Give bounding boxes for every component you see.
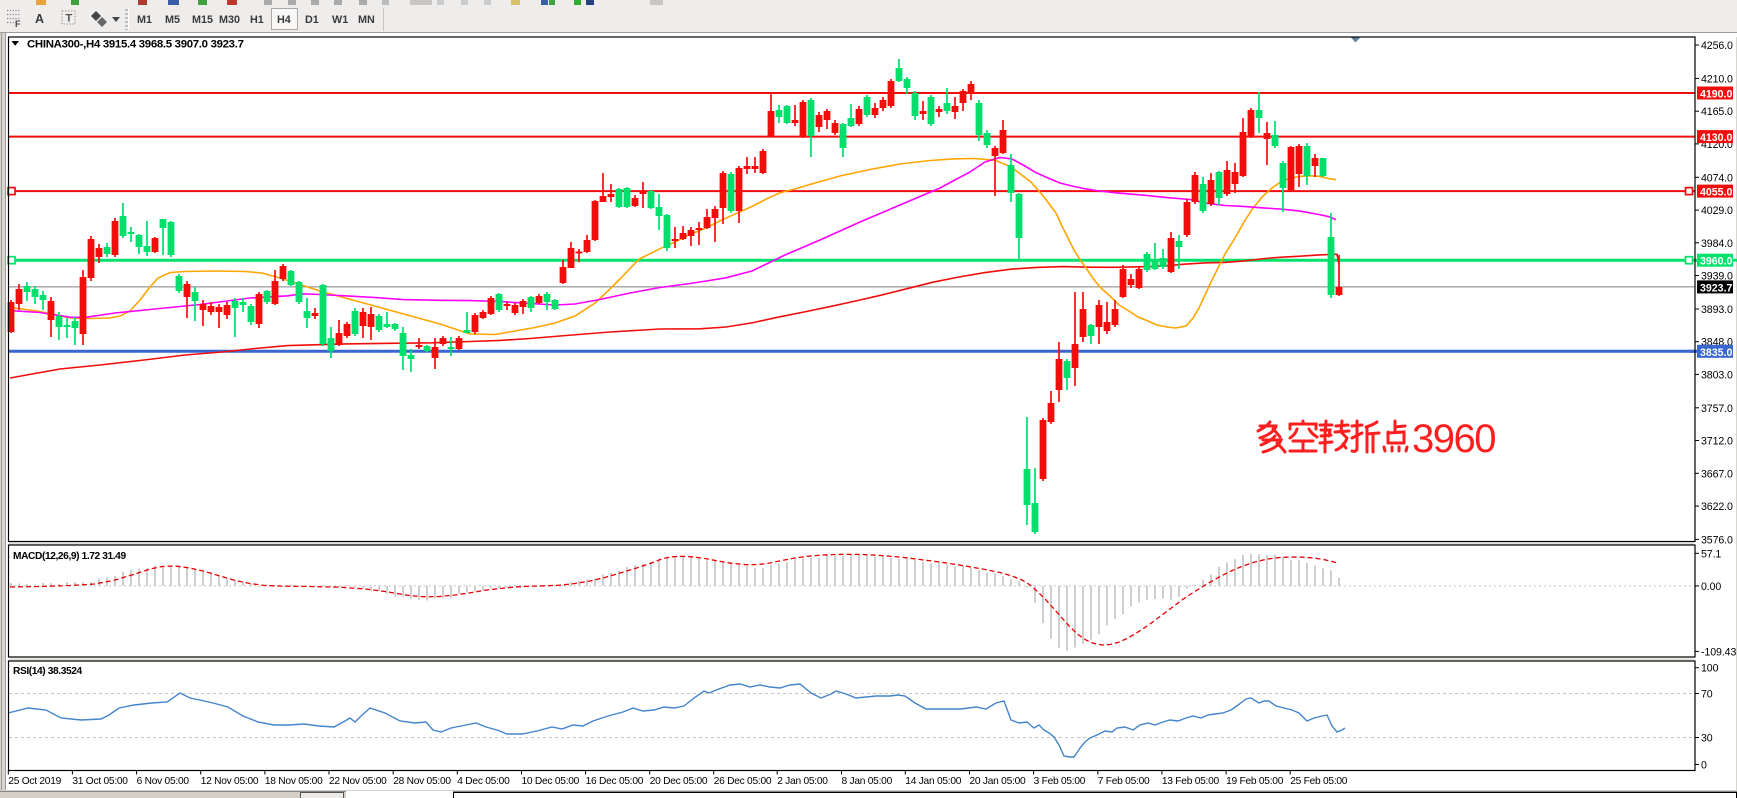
svg-text:7 Feb 05:00: 7 Feb 05:00 — [1098, 776, 1150, 787]
svg-text:13 Feb 05:00: 13 Feb 05:00 — [1162, 776, 1220, 787]
svg-text:4029.0: 4029.0 — [1701, 205, 1733, 217]
svg-text:25 Feb 05:00: 25 Feb 05:00 — [1290, 776, 1348, 787]
svg-text:CHINA300-,H4 3915.4 3968.5 39: CHINA300-,H4 3915.4 3968.5 3907.0 3923.7 — [27, 39, 244, 51]
svg-text:3576.0: 3576.0 — [1701, 534, 1733, 546]
svg-text:25 Oct 2019: 25 Oct 2019 — [8, 776, 61, 787]
svg-text:3 Feb 05:00: 3 Feb 05:00 — [1034, 776, 1086, 787]
svg-text:8 Jan 05:00: 8 Jan 05:00 — [842, 776, 893, 787]
svg-text:F: F — [15, 19, 21, 29]
svg-text:3939.0: 3939.0 — [1701, 271, 1733, 283]
svg-text:20 Jan 05:00: 20 Jan 05:00 — [970, 776, 1026, 787]
svg-text:14 Jan 05:00: 14 Jan 05:00 — [905, 776, 961, 787]
svg-text:4190.0: 4190.0 — [1700, 89, 1733, 101]
svg-text:3893.0: 3893.0 — [1701, 304, 1733, 316]
svg-text:4130.0: 4130.0 — [1700, 132, 1733, 144]
svg-text:3622.0: 3622.0 — [1701, 501, 1733, 513]
svg-text:0: 0 — [1701, 760, 1707, 772]
svg-text:-109.43: -109.43 — [1701, 646, 1736, 658]
svg-text:3803.0: 3803.0 — [1701, 369, 1733, 381]
svg-text:0.00: 0.00 — [1701, 581, 1721, 593]
svg-text:31 Oct 05:00: 31 Oct 05:00 — [72, 776, 128, 787]
svg-text:3667.0: 3667.0 — [1701, 468, 1733, 480]
svg-text:3923.7: 3923.7 — [1700, 282, 1733, 294]
svg-text:4210.0: 4210.0 — [1701, 73, 1733, 85]
svg-text:57.1: 57.1 — [1701, 548, 1721, 560]
svg-text:RSI(14) 38.3524: RSI(14) 38.3524 — [13, 666, 82, 677]
svg-text:3835.0: 3835.0 — [1700, 347, 1733, 359]
svg-text:3960.0: 3960.0 — [1700, 256, 1733, 268]
svg-text:18 Nov 05:00: 18 Nov 05:00 — [265, 776, 323, 787]
svg-text:10 Dec 05:00: 10 Dec 05:00 — [522, 776, 580, 787]
svg-text:26 Dec 05:00: 26 Dec 05:00 — [714, 776, 772, 787]
svg-text:2 Jan 05:00: 2 Jan 05:00 — [777, 776, 828, 787]
svg-text:20 Dec 05:00: 20 Dec 05:00 — [650, 776, 708, 787]
svg-text:MACD(12,26,9) 1.72 31.49: MACD(12,26,9) 1.72 31.49 — [13, 551, 126, 562]
svg-text:4165.0: 4165.0 — [1701, 106, 1733, 118]
svg-text:4 Dec 05:00: 4 Dec 05:00 — [457, 776, 510, 787]
svg-text:4074.0: 4074.0 — [1701, 172, 1733, 184]
svg-text:T: T — [66, 13, 73, 25]
svg-text:28 Nov 05:00: 28 Nov 05:00 — [393, 776, 451, 787]
svg-text:4055.0: 4055.0 — [1700, 187, 1733, 199]
svg-text:3984.0: 3984.0 — [1701, 238, 1733, 250]
svg-text:3757.0: 3757.0 — [1701, 403, 1733, 415]
svg-text:22 Nov 05:00: 22 Nov 05:00 — [329, 776, 387, 787]
svg-text:30: 30 — [1701, 733, 1713, 745]
svg-text:70: 70 — [1701, 689, 1713, 701]
svg-text:19 Feb 05:00: 19 Feb 05:00 — [1226, 776, 1284, 787]
svg-text:16 Dec 05:00: 16 Dec 05:00 — [586, 776, 644, 787]
svg-text:100: 100 — [1701, 663, 1719, 675]
svg-text:6 Nov 05:00: 6 Nov 05:00 — [137, 776, 190, 787]
svg-text:3712.0: 3712.0 — [1701, 436, 1733, 448]
svg-text:4256.0: 4256.0 — [1701, 40, 1733, 52]
svg-text:3960: 3960 — [1412, 417, 1495, 461]
svg-text:12 Nov 05:00: 12 Nov 05:00 — [201, 776, 259, 787]
